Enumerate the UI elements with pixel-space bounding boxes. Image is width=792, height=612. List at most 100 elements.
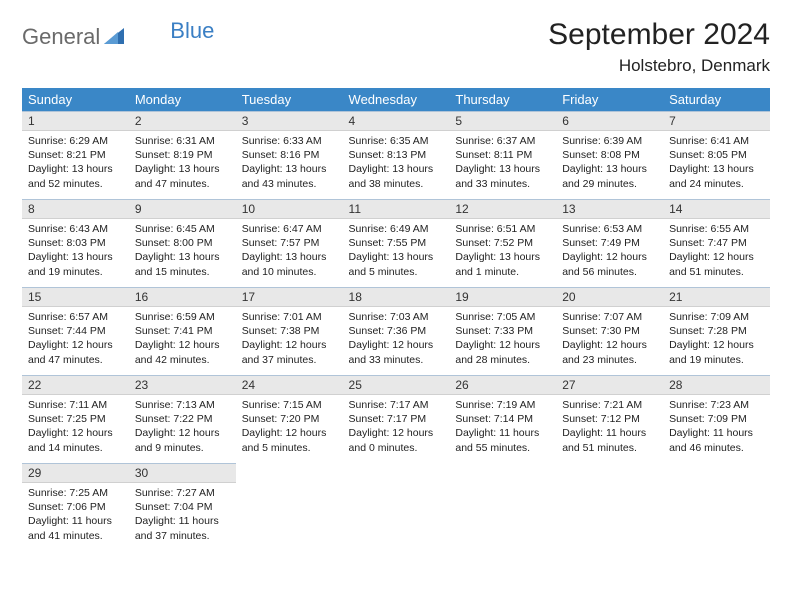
sunrise-text: Sunrise: 7:15 AM	[242, 398, 337, 412]
daylight-text: and 9 minutes.	[135, 441, 230, 455]
day-info: Sunrise: 6:39 AMSunset: 8:08 PMDaylight:…	[556, 131, 663, 195]
day-number: 27	[556, 376, 663, 395]
calendar-cell: 1Sunrise: 6:29 AMSunset: 8:21 PMDaylight…	[22, 112, 129, 200]
day-info: Sunrise: 6:59 AMSunset: 7:41 PMDaylight:…	[129, 307, 236, 371]
day-number: 20	[556, 288, 663, 307]
day-number: 28	[663, 376, 770, 395]
sunrise-text: Sunrise: 7:19 AM	[455, 398, 550, 412]
day-info: Sunrise: 6:49 AMSunset: 7:55 PMDaylight:…	[343, 219, 450, 283]
day-info: Sunrise: 7:09 AMSunset: 7:28 PMDaylight:…	[663, 307, 770, 371]
calendar-cell: 9Sunrise: 6:45 AMSunset: 8:00 PMDaylight…	[129, 200, 236, 288]
sunset-text: Sunset: 7:04 PM	[135, 500, 230, 514]
day-info: Sunrise: 7:19 AMSunset: 7:14 PMDaylight:…	[449, 395, 556, 459]
day-number: 8	[22, 200, 129, 219]
day-number: 26	[449, 376, 556, 395]
logo: General Blue	[22, 18, 214, 50]
day-info: Sunrise: 7:07 AMSunset: 7:30 PMDaylight:…	[556, 307, 663, 371]
day-info: Sunrise: 7:27 AMSunset: 7:04 PMDaylight:…	[129, 483, 236, 547]
sunset-text: Sunset: 8:05 PM	[669, 148, 764, 162]
sunrise-text: Sunrise: 6:49 AM	[349, 222, 444, 236]
day-number: 13	[556, 200, 663, 219]
daylight-text: and 41 minutes.	[28, 529, 123, 543]
day-number: 18	[343, 288, 450, 307]
day-info: Sunrise: 6:57 AMSunset: 7:44 PMDaylight:…	[22, 307, 129, 371]
day-info: Sunrise: 6:41 AMSunset: 8:05 PMDaylight:…	[663, 131, 770, 195]
day-info: Sunrise: 6:43 AMSunset: 8:03 PMDaylight:…	[22, 219, 129, 283]
sunrise-text: Sunrise: 7:21 AM	[562, 398, 657, 412]
sunset-text: Sunset: 8:00 PM	[135, 236, 230, 250]
sunset-text: Sunset: 8:19 PM	[135, 148, 230, 162]
calendar-cell: 29Sunrise: 7:25 AMSunset: 7:06 PMDayligh…	[22, 464, 129, 552]
sunrise-text: Sunrise: 7:23 AM	[669, 398, 764, 412]
weekday-header: Saturday	[663, 88, 770, 112]
calendar-cell: 20Sunrise: 7:07 AMSunset: 7:30 PMDayligh…	[556, 288, 663, 376]
day-number: 3	[236, 112, 343, 131]
sunrise-text: Sunrise: 7:05 AM	[455, 310, 550, 324]
sunrise-text: Sunrise: 6:47 AM	[242, 222, 337, 236]
calendar-cell	[343, 464, 450, 552]
daylight-text: Daylight: 13 hours	[135, 162, 230, 176]
sunrise-text: Sunrise: 7:03 AM	[349, 310, 444, 324]
daylight-text: Daylight: 12 hours	[562, 338, 657, 352]
calendar-cell: 2Sunrise: 6:31 AMSunset: 8:19 PMDaylight…	[129, 112, 236, 200]
daylight-text: Daylight: 11 hours	[562, 426, 657, 440]
daylight-text: Daylight: 12 hours	[562, 250, 657, 264]
calendar-cell: 11Sunrise: 6:49 AMSunset: 7:55 PMDayligh…	[343, 200, 450, 288]
weekday-header: Monday	[129, 88, 236, 112]
day-number: 4	[343, 112, 450, 131]
daylight-text: and 47 minutes.	[135, 177, 230, 191]
daylight-text: and 0 minutes.	[349, 441, 444, 455]
daylight-text: Daylight: 13 hours	[242, 250, 337, 264]
calendar-cell: 26Sunrise: 7:19 AMSunset: 7:14 PMDayligh…	[449, 376, 556, 464]
sunset-text: Sunset: 7:28 PM	[669, 324, 764, 338]
day-info: Sunrise: 6:51 AMSunset: 7:52 PMDaylight:…	[449, 219, 556, 283]
calendar-cell: 12Sunrise: 6:51 AMSunset: 7:52 PMDayligh…	[449, 200, 556, 288]
daylight-text: and 14 minutes.	[28, 441, 123, 455]
daylight-text: and 23 minutes.	[562, 353, 657, 367]
calendar-cell: 30Sunrise: 7:27 AMSunset: 7:04 PMDayligh…	[129, 464, 236, 552]
daylight-text: Daylight: 11 hours	[28, 514, 123, 528]
calendar-cell: 15Sunrise: 6:57 AMSunset: 7:44 PMDayligh…	[22, 288, 129, 376]
sunset-text: Sunset: 7:52 PM	[455, 236, 550, 250]
sunrise-text: Sunrise: 7:07 AM	[562, 310, 657, 324]
sunset-text: Sunset: 7:38 PM	[242, 324, 337, 338]
calendar-cell: 24Sunrise: 7:15 AMSunset: 7:20 PMDayligh…	[236, 376, 343, 464]
daylight-text: Daylight: 12 hours	[349, 338, 444, 352]
daylight-text: and 37 minutes.	[242, 353, 337, 367]
sunrise-text: Sunrise: 6:33 AM	[242, 134, 337, 148]
calendar-row: 1Sunrise: 6:29 AMSunset: 8:21 PMDaylight…	[22, 112, 770, 200]
day-number: 12	[449, 200, 556, 219]
daylight-text: and 33 minutes.	[349, 353, 444, 367]
calendar-row: 8Sunrise: 6:43 AMSunset: 8:03 PMDaylight…	[22, 200, 770, 288]
daylight-text: and 38 minutes.	[349, 177, 444, 191]
daylight-text: and 5 minutes.	[242, 441, 337, 455]
daylight-text: and 10 minutes.	[242, 265, 337, 279]
day-info: Sunrise: 7:23 AMSunset: 7:09 PMDaylight:…	[663, 395, 770, 459]
header-row: General Blue September 2024 Holstebro, D…	[22, 18, 770, 76]
daylight-text: Daylight: 13 hours	[349, 250, 444, 264]
day-info: Sunrise: 6:33 AMSunset: 8:16 PMDaylight:…	[236, 131, 343, 195]
day-number: 1	[22, 112, 129, 131]
calendar-cell: 5Sunrise: 6:37 AMSunset: 8:11 PMDaylight…	[449, 112, 556, 200]
daylight-text: and 1 minute.	[455, 265, 550, 279]
calendar-cell: 18Sunrise: 7:03 AMSunset: 7:36 PMDayligh…	[343, 288, 450, 376]
daylight-text: and 46 minutes.	[669, 441, 764, 455]
day-number: 23	[129, 376, 236, 395]
calendar-cell: 3Sunrise: 6:33 AMSunset: 8:16 PMDaylight…	[236, 112, 343, 200]
day-info: Sunrise: 6:37 AMSunset: 8:11 PMDaylight:…	[449, 131, 556, 195]
sunset-text: Sunset: 8:16 PM	[242, 148, 337, 162]
calendar-cell	[556, 464, 663, 552]
day-number: 10	[236, 200, 343, 219]
day-number: 25	[343, 376, 450, 395]
daylight-text: Daylight: 12 hours	[28, 426, 123, 440]
sunrise-text: Sunrise: 6:37 AM	[455, 134, 550, 148]
sunset-text: Sunset: 7:12 PM	[562, 412, 657, 426]
sunset-text: Sunset: 7:22 PM	[135, 412, 230, 426]
calendar-cell	[663, 464, 770, 552]
day-number: 17	[236, 288, 343, 307]
sunset-text: Sunset: 8:13 PM	[349, 148, 444, 162]
sunrise-text: Sunrise: 6:29 AM	[28, 134, 123, 148]
calendar-cell: 21Sunrise: 7:09 AMSunset: 7:28 PMDayligh…	[663, 288, 770, 376]
daylight-text: Daylight: 12 hours	[135, 426, 230, 440]
title-block: September 2024 Holstebro, Denmark	[548, 18, 770, 76]
